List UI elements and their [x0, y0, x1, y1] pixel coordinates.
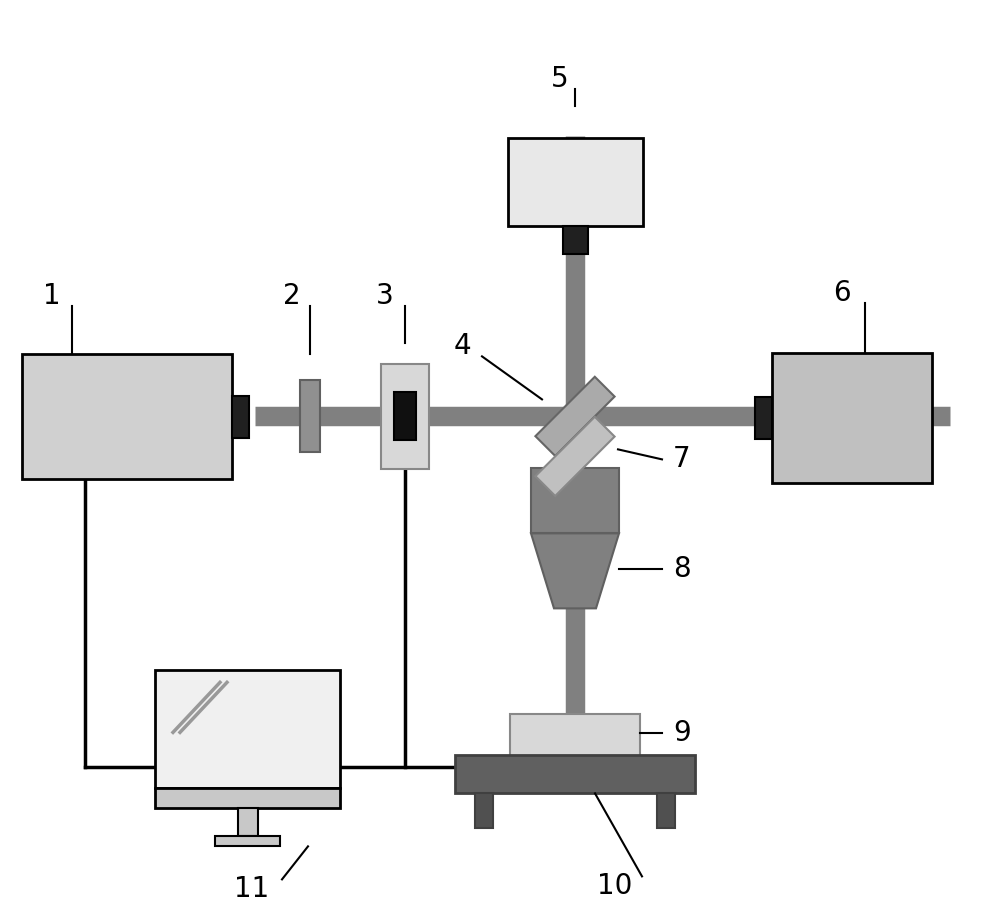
Text: 1: 1 [43, 282, 61, 310]
Polygon shape [535, 417, 615, 496]
Bar [381, 364, 429, 469]
Text: 7: 7 [673, 445, 691, 473]
Bar [508, 139, 643, 227]
Bar [510, 715, 640, 756]
Bar [300, 380, 320, 453]
Bar [657, 794, 675, 828]
Text: 3: 3 [376, 282, 394, 310]
Bar [755, 397, 772, 439]
Bar [394, 393, 416, 441]
Bar [22, 355, 232, 480]
Text: 4: 4 [453, 332, 471, 360]
Bar [475, 794, 493, 828]
Text: 9: 9 [673, 719, 691, 747]
Bar [215, 836, 280, 846]
Text: 10: 10 [597, 873, 633, 901]
Bar [455, 756, 695, 794]
Text: 6: 6 [833, 279, 851, 307]
Bar [531, 468, 619, 533]
Text: 8: 8 [673, 555, 691, 583]
Bar [155, 788, 340, 808]
Bar [155, 670, 340, 788]
Text: 2: 2 [283, 282, 301, 310]
Bar [232, 395, 249, 438]
Polygon shape [531, 533, 619, 609]
Bar [772, 354, 932, 483]
Polygon shape [535, 376, 615, 456]
Text: 11: 11 [234, 875, 270, 903]
Text: 5: 5 [551, 65, 569, 93]
Bar [562, 227, 588, 254]
Bar [238, 808, 258, 836]
